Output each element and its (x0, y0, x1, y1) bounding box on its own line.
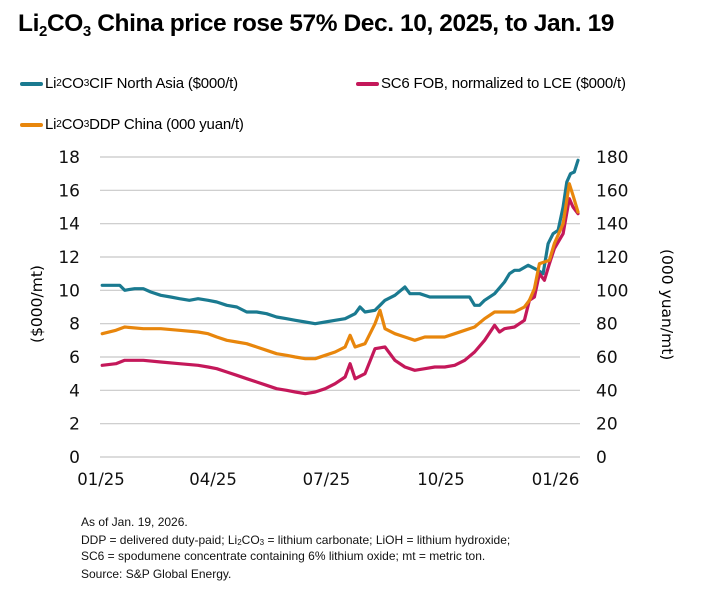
footnote-text: DDP = delivered duty-paid; Li (81, 533, 238, 547)
y-tick-label-right: 40 (596, 381, 618, 401)
gridlines (100, 156, 580, 458)
title-subscript: 3 (82, 23, 91, 40)
y-tick-label-right: 120 (596, 248, 628, 268)
series-line-cif-north-asia (100, 158, 580, 326)
y-tick-label-right: 180 (596, 148, 628, 168)
y-tick-label-right: 80 (596, 315, 618, 335)
legend-label: CO (61, 75, 84, 92)
series-line-ddp-china (100, 182, 580, 361)
series-lines (100, 158, 580, 396)
y-tick-label-right: 0 (596, 448, 607, 468)
title-text: China price rose 57% Dec. 10, 2025, to J… (90, 10, 615, 37)
legend-label: CIF North Asia ($000/t) (89, 75, 238, 92)
y-tick-label-left: 8 (69, 315, 80, 335)
y-tick-label-left: 2 (69, 415, 80, 435)
y-tick-label-left: 12 (58, 248, 80, 268)
footnote-as-of: As of Jan. 19, 2026. (81, 515, 188, 529)
footnote-text: = lithium carbonate; LiOH = lithium hydr… (264, 533, 511, 547)
legend-item-cif-north-asia: Li 2 CO 3 CIF North Asia ($000/t) (20, 75, 238, 92)
y-axis-right-ticks: 0 20 40 60 80 100 120 140 160 180 (596, 148, 628, 468)
y-tick-label-right: 100 (596, 281, 628, 301)
y-tick-label-left: 18 (58, 148, 80, 168)
y-tick-label-left: 0 (69, 448, 80, 468)
y-tick-label-left: 16 (58, 181, 80, 201)
title-text: Li (18, 10, 39, 37)
y-tick-label-right: 60 (596, 348, 618, 368)
footnote-subscript: 3 (259, 538, 265, 547)
legend-item-ddp-china: Li 2 CO 3 DDP China (000 yuan/t) (20, 116, 244, 133)
legend-swatch-icon (20, 81, 43, 86)
y-tick-label-left: 6 (69, 348, 80, 368)
footnote-subscript: 2 (237, 538, 242, 547)
x-tick-label: 01/25 (77, 470, 125, 489)
y-tick-label-left: 4 (69, 381, 80, 401)
legend-label: DDP China (000 yuan/t) (89, 116, 244, 133)
x-tick-label: 04/25 (189, 470, 237, 489)
y-tick-label-right: 160 (596, 181, 628, 201)
footnote-definitions-1: DDP = delivered duty-paid; Li2CO3 = lith… (81, 533, 510, 547)
legend-item-sc6-fob: SC6 FOB, normalized to LCE ($000/t) (356, 75, 626, 92)
legend-label: Li (45, 75, 57, 92)
x-tick-label: 07/25 (303, 470, 351, 489)
legend-label: SC6 FOB, normalized to LCE ($000/t) (381, 75, 626, 92)
legend-swatch-icon (20, 122, 43, 127)
y-tick-label-left: 10 (58, 281, 80, 301)
x-axis-ticks: 01/25 04/25 07/25 10/25 01/26 (77, 470, 579, 489)
y-tick-label-left: 14 (58, 215, 80, 235)
x-tick-label: 10/25 (417, 470, 465, 489)
legend-label: CO (61, 116, 84, 133)
legend-swatch-icon (356, 81, 379, 86)
series-line-sc6-fob (100, 197, 580, 396)
y-tick-label-right: 140 (596, 215, 628, 235)
legend-label: Li (45, 116, 57, 133)
chart-title: Li2CO3 China price rose 57% Dec. 10, 202… (18, 10, 698, 40)
title-text: CO (46, 10, 83, 37)
x-tick-label: 01/26 (532, 470, 580, 489)
title-subscript: 2 (38, 23, 47, 40)
y-axis-left-ticks: 0 2 4 6 8 10 12 14 16 18 (58, 148, 80, 468)
footnote-text: CO (241, 533, 260, 547)
footnote-definitions-2: SC6 = spodumene concentrate containing 6… (81, 549, 486, 563)
footnote-source: Source: S&P Global Energy. (81, 567, 232, 581)
y-tick-label-right: 20 (596, 415, 618, 435)
